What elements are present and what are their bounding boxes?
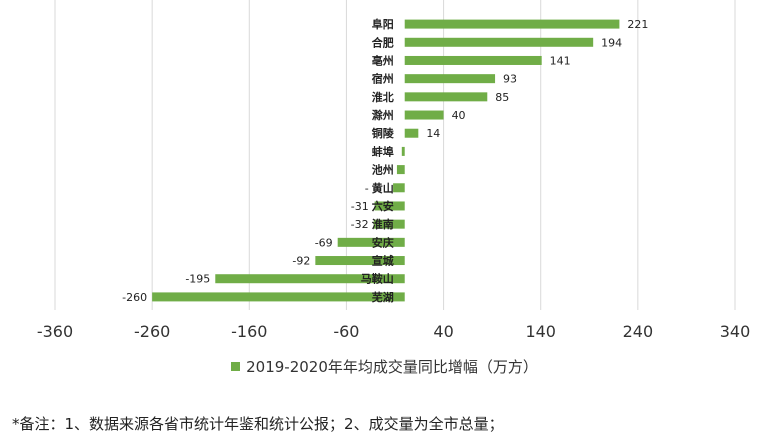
bar <box>404 92 488 102</box>
bar <box>393 183 405 193</box>
category-label: 黄山 <box>372 181 394 195</box>
legend-label: 2019-2020年年均成交量同比增幅（万方） <box>246 358 538 376</box>
legend: 2019-2020年年均成交量同比增幅（万方） <box>0 356 769 377</box>
x-tick-label: 340 <box>720 322 751 341</box>
bar <box>152 292 405 302</box>
x-tick-label: 240 <box>623 322 654 341</box>
category-label: 合肥 <box>372 35 394 49</box>
value-label: 93 <box>503 73 517 86</box>
category-label: 蚌埠 <box>372 144 394 158</box>
x-tick-label: -360 <box>37 322 73 341</box>
value-label: 40 <box>452 109 466 122</box>
value-label: -92 <box>292 255 310 268</box>
category-label: 铜陵 <box>371 126 395 140</box>
category-label: 滁州 <box>372 108 394 122</box>
bar <box>374 201 405 211</box>
value-label: 221 <box>627 18 648 31</box>
bar <box>404 55 542 65</box>
category-label: 宿州 <box>372 72 394 86</box>
grid-lines <box>54 0 736 310</box>
category-label: 六安 <box>372 199 394 213</box>
category-label: 阜阳 <box>372 17 394 31</box>
bar <box>337 237 405 247</box>
value-label: -195 <box>185 273 210 286</box>
bar <box>404 19 620 29</box>
category-label: 亳州 <box>372 53 394 67</box>
bar <box>373 219 405 229</box>
x-tick-label: 40 <box>433 322 453 341</box>
bar <box>315 256 405 266</box>
x-tick-label: -60 <box>333 322 359 341</box>
value-label: 141 <box>550 54 571 67</box>
value-label: 14 <box>426 127 440 140</box>
category-label: 芜湖 <box>372 290 394 304</box>
bars <box>152 19 620 302</box>
bar <box>404 37 594 47</box>
x-tick-label: 140 <box>525 322 556 341</box>
category-label: 淮北 <box>372 90 394 104</box>
category-label: 安庆 <box>372 235 394 249</box>
x-tick-labels: -360 -260 -160 -60 40 140 240 340 <box>37 322 750 341</box>
bar <box>404 74 496 84</box>
category-label: 淮南 <box>372 217 394 231</box>
value-label: -69 <box>315 236 333 249</box>
value-label: -260 <box>122 291 147 304</box>
legend-swatch <box>231 362 241 371</box>
x-tick-label: -260 <box>134 322 170 341</box>
category-label: 马鞍山 <box>361 272 394 286</box>
category-label: 宣城 <box>372 254 394 268</box>
bar <box>404 110 444 120</box>
value-label: 194 <box>601 36 622 49</box>
value-label: -32 <box>351 218 369 231</box>
bar <box>215 274 405 284</box>
value-label: -31 <box>351 200 369 213</box>
bar <box>404 128 419 138</box>
bar <box>396 165 405 175</box>
value-labels: 221 194 141 93 85 40 14 - -31 -32 -69 -92 -195 -260 <box>122 18 648 304</box>
value-label: 85 <box>495 91 509 104</box>
category-label: 池州 <box>372 163 394 177</box>
footnote: *备注：1、数据来源各省市统计年鉴和统计公报；2、成交量为全市总量； <box>12 415 504 433</box>
bar <box>401 146 405 156</box>
x-tick-label: -160 <box>231 322 267 341</box>
value-label: - <box>365 182 369 195</box>
